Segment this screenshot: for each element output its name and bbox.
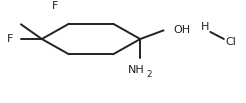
Text: F: F — [52, 1, 59, 11]
Text: NH: NH — [128, 66, 145, 75]
Text: Cl: Cl — [225, 37, 236, 47]
Text: OH: OH — [173, 25, 191, 35]
Text: H: H — [201, 22, 210, 32]
Text: F: F — [7, 34, 13, 44]
Text: 2: 2 — [146, 70, 152, 79]
